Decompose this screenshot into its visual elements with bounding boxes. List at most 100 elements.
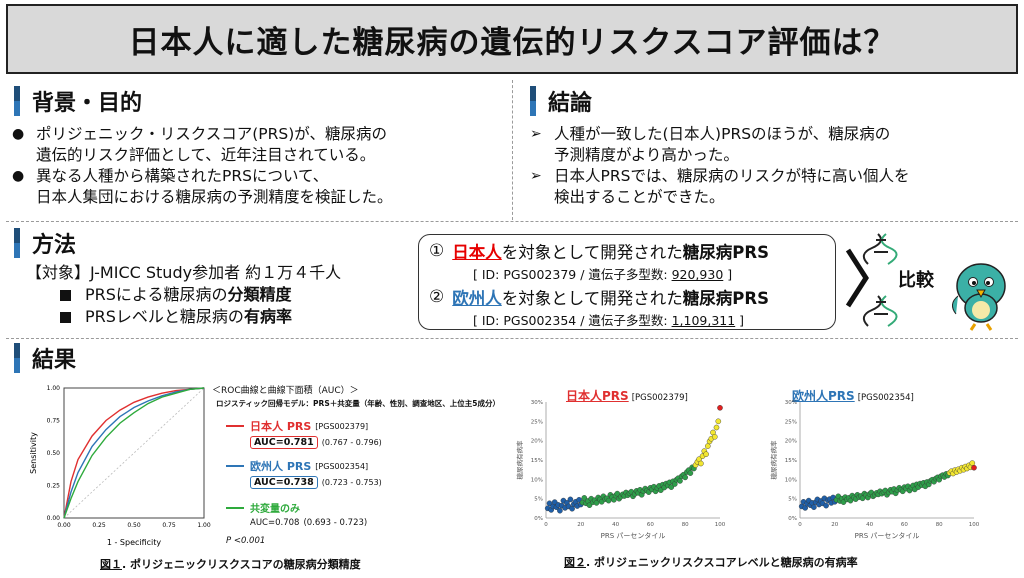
data-point <box>605 497 612 504</box>
scatter-eu-title: 欧州人PRS [PGS002354] <box>792 389 914 403</box>
bracket-arrow <box>845 248 869 308</box>
data-point <box>713 424 720 431</box>
x-axis-label: PRS パーセンタイル <box>601 531 666 540</box>
conclusion-heading: 結論 <box>530 86 592 116</box>
title-bar: 日本人に適した糖尿病の遺伝的リスクスコア評価は？ <box>6 4 1018 74</box>
compare-label: 比較 <box>898 270 934 291</box>
section-divider <box>6 221 1018 222</box>
data-point <box>715 418 722 425</box>
plot-frame <box>63 387 205 519</box>
x-tick-label: 60 <box>901 522 908 528</box>
data-point <box>711 434 718 440</box>
prs-japanese-id: [ ID: PGS002379 / 遺伝子多型数: 920,930 ] <box>473 267 733 282</box>
y-tick-label: 0% <box>534 516 543 522</box>
x-tick-label: 0.75 <box>162 522 176 529</box>
y-tick-label: 0% <box>788 516 797 522</box>
legend-swatch <box>226 465 244 467</box>
x-tick-label: 0.00 <box>57 522 71 529</box>
heading-accent-bar <box>14 343 20 373</box>
methods-heading: 方法 <box>14 228 76 258</box>
scatter-chart-european: 30% 25% 20% 15% 10% 5% 0%0 20 40 60 80 100 糖尿病有病率 PRS… <box>769 400 980 540</box>
data-point <box>687 470 694 476</box>
x-axis-label: PRS パーセンタイル <box>855 531 920 540</box>
data-point <box>586 502 593 508</box>
y-tick-label: 0.75 <box>47 418 61 425</box>
arrow-bullet-icon: ➢ <box>530 126 542 142</box>
figure-1-caption: 図１. ポリジェニックリスクスコアの糖尿病分類精度 <box>100 558 361 571</box>
y-axis-label: Sensitivity <box>29 432 38 474</box>
y-tick-label: 15% <box>785 458 797 464</box>
y-tick-label: 25% <box>785 419 797 425</box>
prs-japanese: ① 日本人 を対象として開発された 糖尿病PRS <box>429 241 769 262</box>
results-heading-text: 結果 <box>32 348 77 373</box>
arrow-bullet-icon: ➢ <box>530 168 542 184</box>
x-axis-label: 1 - Specificity <box>107 538 162 547</box>
y-axis-label: 糖尿病有病率 <box>769 440 778 480</box>
y-tick-label: 30% <box>785 400 797 406</box>
methods-subject: 【対象】J-MICC Study参加者 約１万４千人 <box>26 263 342 282</box>
y-tick-label: 10% <box>531 477 543 483</box>
list-item: ➢ 人種が一致した(日本人)PRSのほうが、糖尿病の 予測精度がより高かった。 <box>530 125 891 164</box>
x-tick-label: 40 <box>866 522 873 528</box>
data-point <box>698 460 704 467</box>
y-tick-label: 20% <box>531 439 543 445</box>
x-tick-label: 100 <box>969 522 980 528</box>
y-tick-label: 15% <box>531 458 543 464</box>
heading-accent-bar <box>530 86 536 116</box>
scatter-jp-title: 日本人PRS [PGS002379] <box>566 389 688 403</box>
data-point <box>581 495 588 501</box>
x-tick-label: 100 <box>715 522 726 528</box>
roc-legend: 日本人 PRS [PGS002379] AUC=0.781 (0.767 - 0.7… <box>226 418 426 534</box>
y-tick-label: 20% <box>785 439 797 445</box>
y-tick-label: 0.50 <box>47 450 61 457</box>
x-tick-label: 0.50 <box>127 522 141 529</box>
y-axis-label: 糖尿病有病率 <box>515 440 524 480</box>
conclusion-heading-text: 結論 <box>548 91 593 116</box>
page-title: 日本人に適した糖尿病の遺伝的リスクスコア評価は？ <box>128 24 896 61</box>
methods-item: PRSによる糖尿病の 分類精度 <box>26 284 341 306</box>
x-tick-label: 0 <box>798 522 802 528</box>
data-point <box>971 464 977 471</box>
heading-accent-bar <box>14 86 20 116</box>
methods-body: 【対象】J-MICC Study参加者 約１万４千人 PRSによる糖尿病の 分類精… <box>26 262 341 328</box>
figure-2-caption: 図２. ポリジェニックリスクスコアレベルと糖尿病の有病率 <box>564 556 858 569</box>
data-point <box>593 500 600 506</box>
data-point <box>823 502 829 509</box>
data-point <box>703 451 709 458</box>
list-item: ● ポリジェニック・リスクスコア(PRS)が、糖尿病の 遺伝的リスク評価として、近… <box>12 125 387 164</box>
y-tick-label: 5% <box>534 497 543 503</box>
x-tick-label: 0.25 <box>92 522 106 529</box>
section-divider <box>6 338 1018 339</box>
x-tick-label: 20 <box>831 522 838 528</box>
bullet-icon: ● <box>12 168 25 184</box>
y-tick-label: 0.25 <box>47 483 61 490</box>
dna-icon <box>862 233 898 265</box>
legend-entry: 共変量のみ AUC=0.708 (0.693 - 0.723) <box>226 500 426 534</box>
y-tick-label: 25% <box>531 419 543 425</box>
roc-model: ロジスティック回帰モデル：PRS＋共変量（年齢、性別、調査地区、上位主5成分） <box>216 399 500 408</box>
x-tick-label: 80 <box>936 522 943 528</box>
roc-curve-1 <box>63 387 205 519</box>
y-tick-label: 1.00 <box>47 385 61 392</box>
bullet-icon: ● <box>12 126 25 142</box>
legend-entry: 日本人 PRS [PGS002379] AUC=0.781 (0.767 - 0.7… <box>226 418 426 458</box>
legend-entry: 欧州人 PRS [PGS002354] AUC=0.738 (0.723 - 0.7… <box>226 458 426 500</box>
data-point <box>811 504 817 510</box>
prs-european: ② 欧州人 を対象として開発された 糖尿病PRS <box>429 287 769 308</box>
x-tick-label: 60 <box>647 522 654 528</box>
data-point <box>717 405 723 411</box>
roc-header: ＜ROC曲線と曲線下面積（AUC）＞ <box>212 386 359 396</box>
scatter-chart-japanese: 30% 25% 20% 15% 10% 5% 0%0 20 40 60 80 100 糖尿病有病率 PRS… <box>515 400 726 540</box>
prs-european-id: [ ID: PGS002354 / 遺伝子多型数: 1,109,311 ] <box>473 313 745 328</box>
x-tick-label: 20 <box>577 522 584 528</box>
data-point <box>614 490 621 497</box>
legend-swatch <box>226 506 244 509</box>
prs-comparison-box: ① 日本人 を対象として開発された 糖尿病PRS [ ID: PGS002379… <box>418 234 836 330</box>
methods-heading-text: 方法 <box>32 233 77 258</box>
x-tick-label: 40 <box>612 522 619 528</box>
section-divider <box>512 80 513 220</box>
data-point <box>682 474 688 481</box>
y-tick-label: 10% <box>785 477 797 483</box>
roc-curve-2 <box>63 387 205 519</box>
bird-mascot-icon <box>952 263 1006 331</box>
